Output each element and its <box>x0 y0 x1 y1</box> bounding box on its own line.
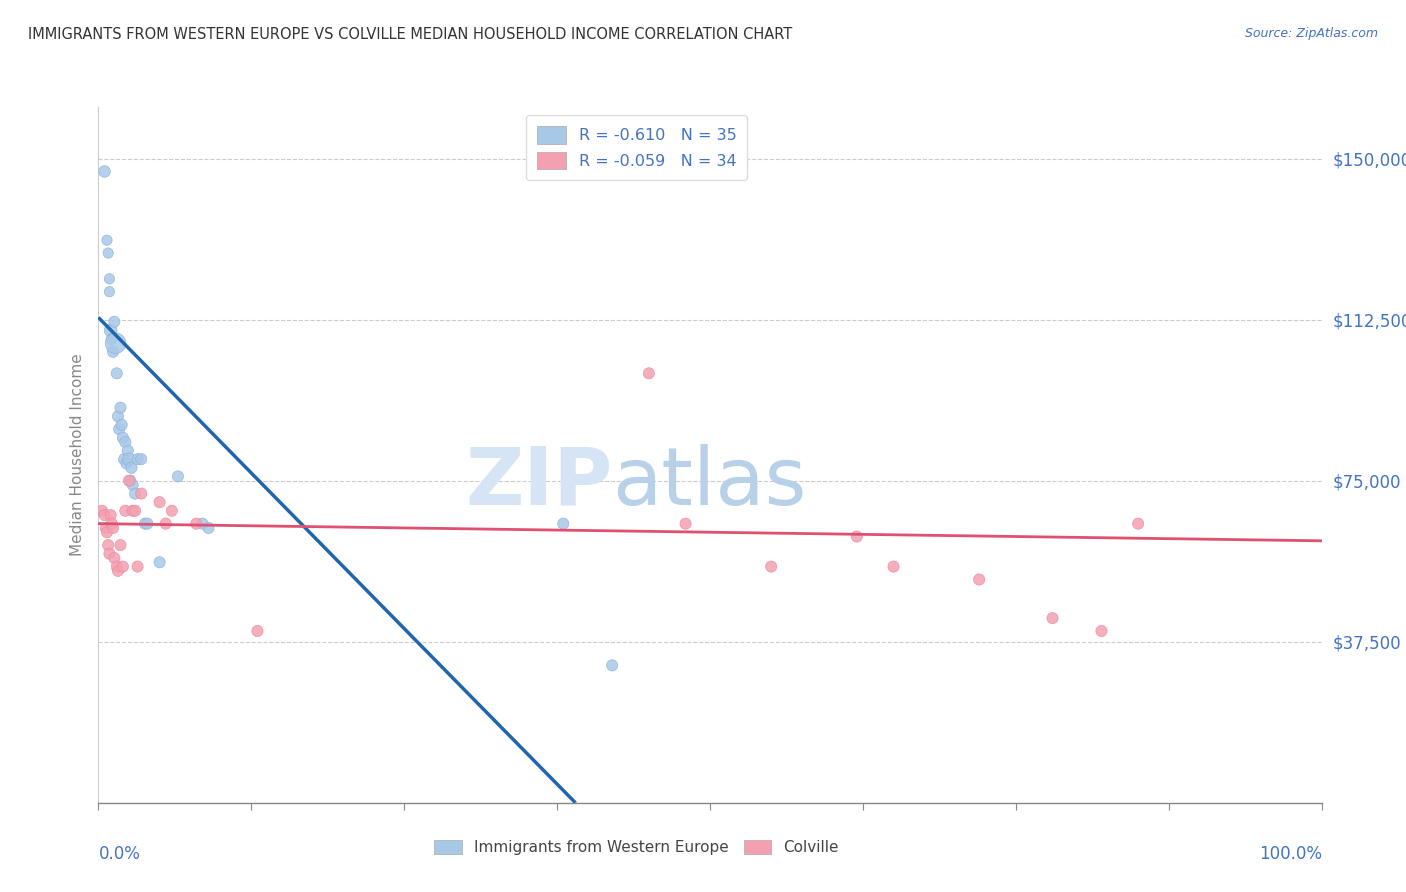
Point <box>91 504 114 518</box>
Point <box>100 323 122 337</box>
Point <box>637 367 661 381</box>
Point <box>246 624 269 638</box>
Point <box>149 555 172 569</box>
Point <box>121 504 143 518</box>
Point <box>675 516 697 531</box>
Point <box>124 486 146 500</box>
Point <box>136 516 159 531</box>
Point <box>134 516 156 531</box>
Y-axis label: Median Household Income: Median Household Income <box>69 353 84 557</box>
Point <box>129 452 152 467</box>
Point <box>115 457 138 471</box>
Point <box>110 538 132 552</box>
Point <box>101 521 124 535</box>
Point <box>111 431 134 445</box>
Point <box>1042 611 1064 625</box>
Legend: Immigrants from Western Europe, Colville: Immigrants from Western Europe, Colville <box>427 834 845 862</box>
Point <box>1090 624 1112 638</box>
Point <box>186 516 208 531</box>
Point <box>883 559 905 574</box>
Point <box>761 559 783 574</box>
Text: ZIP: ZIP <box>465 443 612 522</box>
Text: 100.0%: 100.0% <box>1258 845 1322 863</box>
Point <box>1128 516 1150 531</box>
Point <box>98 285 121 299</box>
Point <box>124 504 146 518</box>
Point <box>98 547 121 561</box>
Point <box>107 409 129 424</box>
Point <box>104 336 127 351</box>
Point <box>127 559 149 574</box>
Point <box>103 315 125 329</box>
Point <box>105 367 128 381</box>
Point <box>118 474 141 488</box>
Point <box>100 508 122 522</box>
Point <box>129 486 152 500</box>
Point <box>101 516 124 531</box>
Point <box>967 573 990 587</box>
Point <box>120 474 142 488</box>
Point <box>160 504 183 518</box>
Point <box>96 525 118 540</box>
Point <box>121 478 143 492</box>
Point <box>114 435 136 450</box>
Point <box>127 452 149 467</box>
Point <box>107 564 129 578</box>
Point <box>111 559 134 574</box>
Point <box>114 504 136 518</box>
Point <box>94 521 117 535</box>
Point <box>101 344 124 359</box>
Point <box>197 521 219 535</box>
Point <box>117 443 139 458</box>
Point <box>845 529 868 543</box>
Point <box>93 164 115 178</box>
Point <box>103 551 125 566</box>
Point <box>553 516 575 531</box>
Point <box>149 495 172 509</box>
Text: 0.0%: 0.0% <box>98 845 141 863</box>
Point <box>167 469 190 483</box>
Point <box>110 401 132 415</box>
Point <box>191 516 214 531</box>
Point <box>93 508 115 522</box>
Point <box>97 246 120 260</box>
Text: IMMIGRANTS FROM WESTERN EUROPE VS COLVILLE MEDIAN HOUSEHOLD INCOME CORRELATION C: IMMIGRANTS FROM WESTERN EUROPE VS COLVIL… <box>28 27 793 42</box>
Point <box>155 516 177 531</box>
Point <box>118 452 141 467</box>
Point <box>97 538 120 552</box>
Point <box>105 559 128 574</box>
Point <box>120 460 142 475</box>
Point <box>600 658 623 673</box>
Point <box>108 422 131 436</box>
Point <box>98 272 121 286</box>
Point <box>112 452 135 467</box>
Point <box>96 233 118 247</box>
Text: atlas: atlas <box>612 443 807 522</box>
Point <box>101 332 124 346</box>
Text: Source: ZipAtlas.com: Source: ZipAtlas.com <box>1244 27 1378 40</box>
Point <box>111 417 134 432</box>
